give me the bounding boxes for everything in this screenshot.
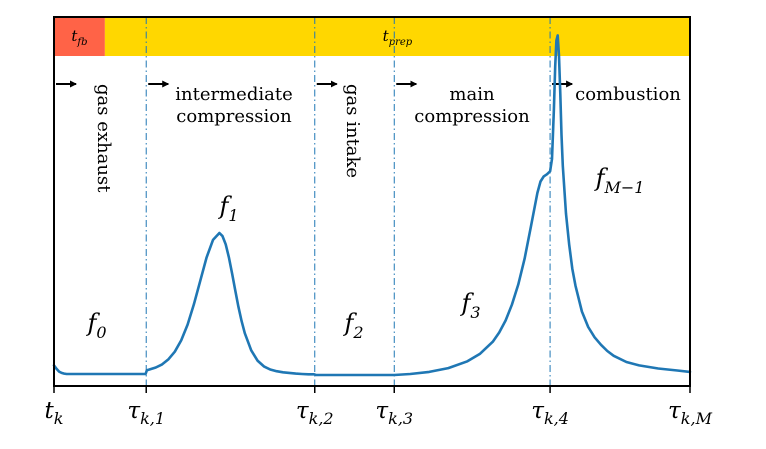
bar-segment-0: [54, 17, 105, 56]
function-label-2: f2: [342, 309, 363, 342]
x-tick-label-3: τk,3: [375, 398, 413, 428]
function-label-1: f1: [217, 192, 238, 225]
x-tick-label-0: tk: [45, 398, 64, 428]
function-label-0: f0: [85, 309, 106, 342]
phase-label-3-line-1: compression: [414, 106, 530, 127]
phase-label-1-line-0: intermediate: [175, 84, 292, 105]
bar-segment-label-1: tprep: [383, 27, 413, 48]
phase-label-4-line-0: combustion: [575, 84, 681, 105]
plot-frame: [53, 16, 691, 387]
function-label-3: f3: [459, 289, 480, 322]
series-line-0: [52, 34, 692, 377]
x-tick-label-5: τk,M: [668, 398, 713, 428]
x-tick-label-1: τk,1: [127, 398, 165, 428]
function-label-4: fM−1: [594, 164, 645, 197]
bar-segment-1: [104, 17, 690, 56]
phase-label-1-line-1: compression: [176, 106, 292, 127]
phase-label-2: gas intake: [342, 84, 363, 178]
phase-label-0: gas exhaust: [93, 84, 114, 193]
x-tick-label-2: τk,2: [296, 398, 334, 428]
bar-segment-label-0: tfb: [71, 27, 87, 48]
phase-label-3-line-0: main: [449, 84, 495, 105]
x-tick-label-4: τk,4: [531, 398, 569, 428]
